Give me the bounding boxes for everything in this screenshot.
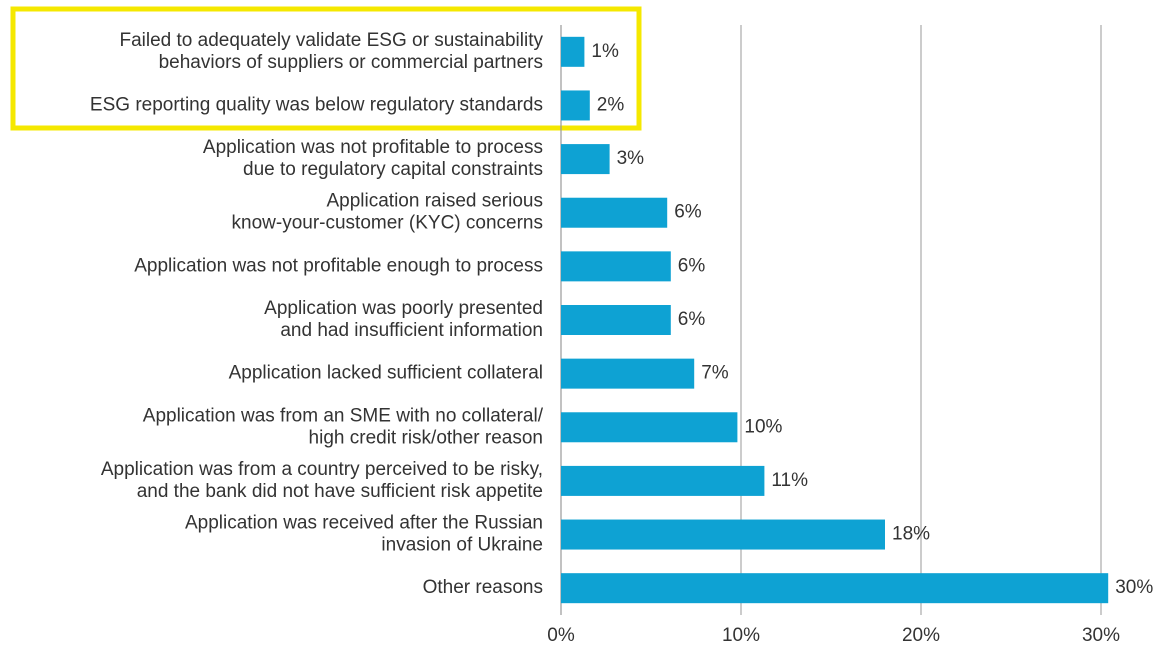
- value-label: 3%: [617, 148, 645, 169]
- bar: [561, 90, 590, 121]
- value-label: 30%: [1115, 577, 1153, 598]
- bar: [561, 36, 585, 67]
- bar: [561, 358, 695, 389]
- value-label: 7%: [701, 363, 729, 384]
- x-tick-label: 20%: [902, 625, 940, 646]
- category-label: Application was from an SME with no coll…: [143, 405, 544, 448]
- bar: [561, 144, 610, 175]
- bar: [561, 305, 671, 335]
- value-label: 1%: [591, 41, 619, 62]
- category-label: Application lacked sufficient collateral: [229, 363, 543, 384]
- x-tick-label: 30%: [1082, 625, 1120, 646]
- value-label: 2%: [597, 94, 625, 115]
- bar: [561, 519, 885, 550]
- value-label: 11%: [771, 470, 808, 491]
- category-label: Application was poorly presented and had …: [264, 298, 543, 341]
- x-tick-label: 10%: [722, 625, 760, 646]
- bar: [561, 465, 765, 496]
- category-label: Application raised serious know-your-cust…: [232, 191, 543, 234]
- value-label: 18%: [892, 524, 930, 545]
- value-label: 6%: [674, 202, 702, 223]
- category-label: Other reasons: [423, 577, 543, 598]
- category-label: Application was not profitable enough to…: [134, 255, 543, 276]
- category-label: Failed to adequately validate ESG or sus…: [119, 30, 543, 73]
- category-label: Application was not profitable to proces…: [203, 137, 543, 180]
- value-label: 6%: [678, 255, 706, 276]
- x-tick-label: 0%: [547, 625, 575, 646]
- category-label: Application was from a country perceived…: [101, 459, 543, 502]
- bar: [561, 251, 671, 282]
- value-label: 10%: [744, 416, 782, 437]
- value-label: 6%: [678, 309, 706, 330]
- category-label: Application was received after the Russi…: [185, 513, 543, 556]
- category-label: ESG reporting quality was below regulato…: [90, 94, 543, 115]
- bar: [561, 412, 738, 443]
- bar: [561, 573, 1109, 604]
- highlight-box: [10, 6, 642, 131]
- bar: [561, 197, 668, 228]
